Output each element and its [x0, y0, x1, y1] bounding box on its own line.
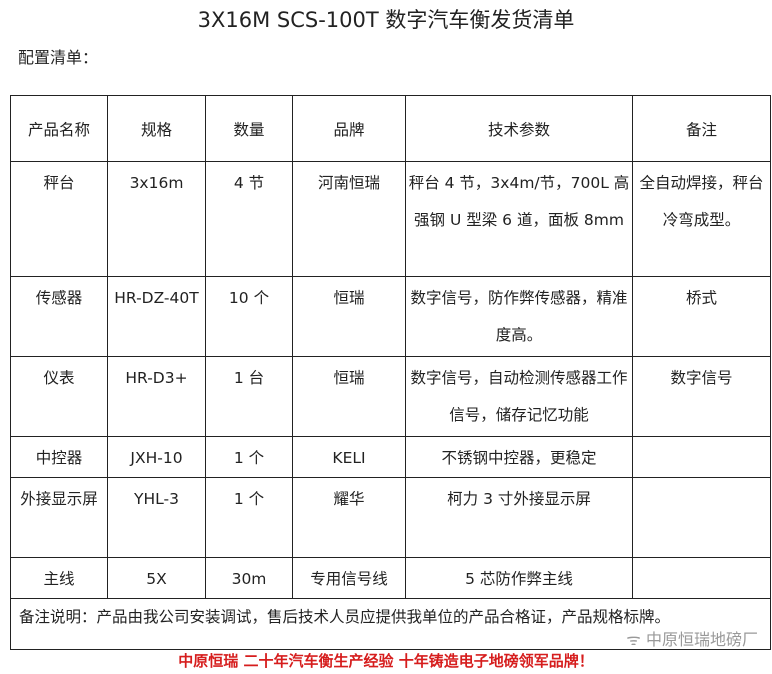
cell: HR-DZ-40T [107, 276, 206, 357]
header-cell: 备注 [632, 95, 771, 162]
cell: 30m [205, 557, 293, 599]
header-cell: 技术参数 [405, 95, 633, 162]
table-row: 仪表 HR-D3+ 1 台恒瑞 数字信号，自动检测传感器工作信号，储存记忆功能 数字信号 [10, 356, 771, 437]
document-title: 3X16M SCS-100T 数字汽车衡发货清单 [197, 8, 575, 32]
cell: 河南恒瑞 [292, 161, 406, 277]
cell: 秤台 4 节，3x4m/节，700L 高强钢 U 型梁 6 道，面板 8mm [405, 161, 633, 277]
header-cell: 数量 [205, 95, 293, 162]
header-cell: 规格 [107, 95, 206, 162]
cell: 5X [107, 557, 206, 599]
cell: 秤台 [10, 161, 108, 277]
cell: 专用信号线 [292, 557, 406, 599]
shipping-list-table: 产品名称 规格 数量 品牌 技术参数 备注 秤台 3x16m 4 节河南恒瑞 秤台 4… [10, 95, 771, 650]
cell: 全自动焊接，秤台冷弯成型。 [632, 161, 771, 277]
cell: YHL-3 [107, 477, 206, 558]
cell: 耀华 [292, 477, 406, 558]
table-row: 中控器 JXH-10 1 个 KELI 不锈钢中控器，更稳定 [10, 436, 771, 478]
cell [632, 557, 771, 599]
table-row: 外接显示屏 YHL-3 1 个耀华 柯力 3 寸外接显示屏 [10, 477, 771, 558]
cell: 主线 [10, 557, 108, 599]
table-row: 秤台 3x16m 4 节河南恒瑞 秤台 4 节，3x4m/节，700L 高强钢 U 型… [10, 161, 771, 277]
cell: KELI [292, 436, 406, 478]
note-row: 备注说明：产品由我公司安装调试，售后技术人员应提供我单位的产品合格证，产品规格标… [10, 598, 771, 650]
table-row: 传感器 HR-DZ-40T 10 个恒瑞 数字信号，防作弊传感器，精准度高。 桥式 [10, 276, 771, 357]
wechat-icon: ᯤ [626, 630, 646, 649]
cell: 数字信号 [632, 356, 771, 437]
header-cell: 产品名称 [10, 95, 108, 162]
table-row: 主线 5X 30m 专用信号线 5 芯防作弊主线 [10, 557, 771, 599]
cell [632, 477, 771, 558]
cell: 柯力 3 寸外接显示屏 [405, 477, 633, 558]
cell: 10 个 [205, 276, 293, 357]
cell: HR-D3+ [107, 356, 206, 437]
cell: 1 台 [205, 356, 293, 437]
watermark-text: 中原恒瑞地磅厂 [645, 630, 758, 649]
table-header-row: 产品名称 规格 数量 品牌 技术参数 备注 [10, 95, 771, 162]
cell: 1 个 [205, 477, 293, 558]
cell: 4 节 [205, 161, 293, 277]
cell: 桥式 [632, 276, 771, 357]
cell [632, 436, 771, 478]
note-text: 备注说明：产品由我公司安装调试，售后技术人员应提供我单位的产品合格证，产品规格标… [10, 598, 771, 650]
cell: 5 芯防作弊主线 [405, 557, 633, 599]
cell: 不锈钢中控器，更稳定 [405, 436, 633, 478]
header-cell: 品牌 [292, 95, 406, 162]
cell: 数字信号，自动检测传感器工作信号，储存记忆功能 [405, 356, 633, 437]
cell: 恒瑞 [292, 276, 406, 357]
cell: 3x16m [107, 161, 206, 277]
cell: 1 个 [205, 436, 293, 478]
slogan: 中原恒瑞 二十年汽车衡生产经验 十年铸造电子地磅领军品牌！ [178, 652, 594, 670]
cell: 中控器 [10, 436, 108, 478]
cell: 恒瑞 [292, 356, 406, 437]
cell: 外接显示屏 [10, 477, 108, 558]
cell: 传感器 [10, 276, 108, 357]
cell: 仪表 [10, 356, 108, 437]
subtitle: 配置清单： [18, 48, 99, 67]
cell: 数字信号，防作弊传感器，精准度高。 [405, 276, 633, 357]
cell: JXH-10 [107, 436, 206, 478]
watermark: ᯤ 中原恒瑞地磅厂 [626, 626, 758, 650]
